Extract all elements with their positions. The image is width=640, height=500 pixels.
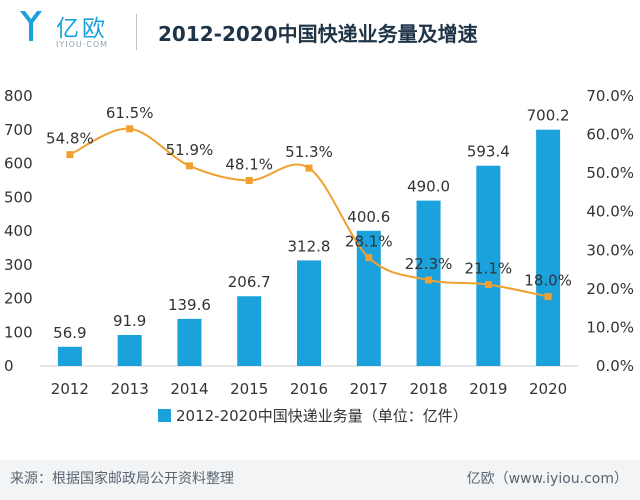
bar-value-label: 312.8 xyxy=(288,237,331,255)
growth-rate-label: 18.0% xyxy=(524,272,572,290)
growth-rate-point xyxy=(245,176,253,184)
y-left-tick-label: 0 xyxy=(4,357,14,375)
growth-rate-point xyxy=(66,151,74,159)
growth-rate-point xyxy=(484,281,492,289)
x-tick-label: 2012 xyxy=(51,380,89,398)
bar-value-label: 91.9 xyxy=(113,312,146,330)
bar xyxy=(476,165,501,366)
bar xyxy=(237,296,262,366)
x-tick-label: 2020 xyxy=(529,380,567,398)
bar xyxy=(356,230,381,366)
legend-label: 2012-2020中国快递业务量（单位：亿件） xyxy=(176,407,468,425)
growth-rate-label: 51.9% xyxy=(166,141,214,159)
page-title: 2012-2020中国快递业务量及增速 xyxy=(158,22,478,46)
growth-rate-point xyxy=(185,162,193,170)
y-left-tick-label: 500 xyxy=(4,188,33,206)
growth-rate-point xyxy=(305,164,313,172)
growth-rate-label: 28.1% xyxy=(345,233,393,251)
y-right-tick-label: 60.0% xyxy=(586,126,634,144)
legend-swatch xyxy=(158,409,171,422)
bar-value-label: 490.0 xyxy=(407,178,450,196)
chart: 0 100 200 300 400 500 600 700 800 0.0% 10.0% 20.0% 3… xyxy=(4,87,634,425)
y-right-tick-label: 70.0% xyxy=(586,87,634,105)
y-right-tick-label: 30.0% xyxy=(586,241,634,259)
x-tick-label: 2016 xyxy=(290,380,328,398)
growth-rate-point xyxy=(425,276,433,284)
growth-rate-label: 54.8% xyxy=(46,130,94,148)
header-divider xyxy=(136,14,137,50)
y-left-tick-label: 200 xyxy=(4,290,33,308)
y-left-tick-label: 700 xyxy=(4,121,33,139)
bar-value-label: 206.7 xyxy=(228,273,271,291)
x-tick-label: 2014 xyxy=(170,380,208,398)
logo-text: 亿欧 xyxy=(56,16,108,42)
growth-rate-label: 51.3% xyxy=(285,143,333,161)
bar-value-label: 700.2 xyxy=(527,107,570,125)
growth-rate-label: 22.3% xyxy=(405,255,453,273)
y-left-tick-label: 400 xyxy=(4,222,33,240)
y-right-tick-label: 50.0% xyxy=(586,164,634,182)
logo-subtext: IYIOU·COM xyxy=(56,40,109,49)
header: 亿欧 IYIOU·COM 2012-2020中国快递业务量及增速 xyxy=(0,0,640,64)
growth-rate-label: 61.5% xyxy=(106,104,154,122)
bar xyxy=(177,318,202,366)
y-left-tick-label: 800 xyxy=(4,87,33,105)
x-tick-label: 2019 xyxy=(469,380,507,398)
growth-rate-point xyxy=(365,254,373,262)
x-tick-label: 2015 xyxy=(230,380,268,398)
x-tick-label: 2018 xyxy=(409,380,447,398)
y-right-tick-label: 40.0% xyxy=(586,203,634,221)
bar xyxy=(297,260,321,366)
source-note: 来源：根据国家邮政局公开资料整理 xyxy=(10,471,234,487)
bar-value-label: 56.9 xyxy=(53,324,86,342)
y-left-tick-label: 600 xyxy=(4,155,33,173)
y-right-tick-label: 10.0% xyxy=(586,318,634,336)
footer: 来源：根据国家邮政局公开资料整理 亿欧（www.iyiou.com） xyxy=(0,460,640,500)
logo-icon xyxy=(20,11,42,41)
bar xyxy=(536,129,561,366)
x-tick-label: 2017 xyxy=(350,380,388,398)
bar-value-label: 400.6 xyxy=(347,208,390,226)
y-left-tick-label: 100 xyxy=(4,323,33,341)
bar xyxy=(117,334,142,366)
y-right-tick-label: 20.0% xyxy=(586,280,634,298)
growth-rate-point xyxy=(544,293,552,301)
y-right-tick-label: 0.0% xyxy=(596,357,634,375)
bar xyxy=(57,346,82,366)
x-tick-label: 2013 xyxy=(111,380,149,398)
growth-rate-label: 21.1% xyxy=(465,260,513,278)
growth-rate-point xyxy=(126,125,134,133)
brand-note: 亿欧（www.iyiou.com） xyxy=(466,471,628,487)
y-left-tick-label: 300 xyxy=(4,256,33,274)
growth-rate-label: 48.1% xyxy=(225,155,273,173)
bar-value-label: 139.6 xyxy=(168,296,211,314)
bar-value-label: 593.4 xyxy=(467,143,510,161)
